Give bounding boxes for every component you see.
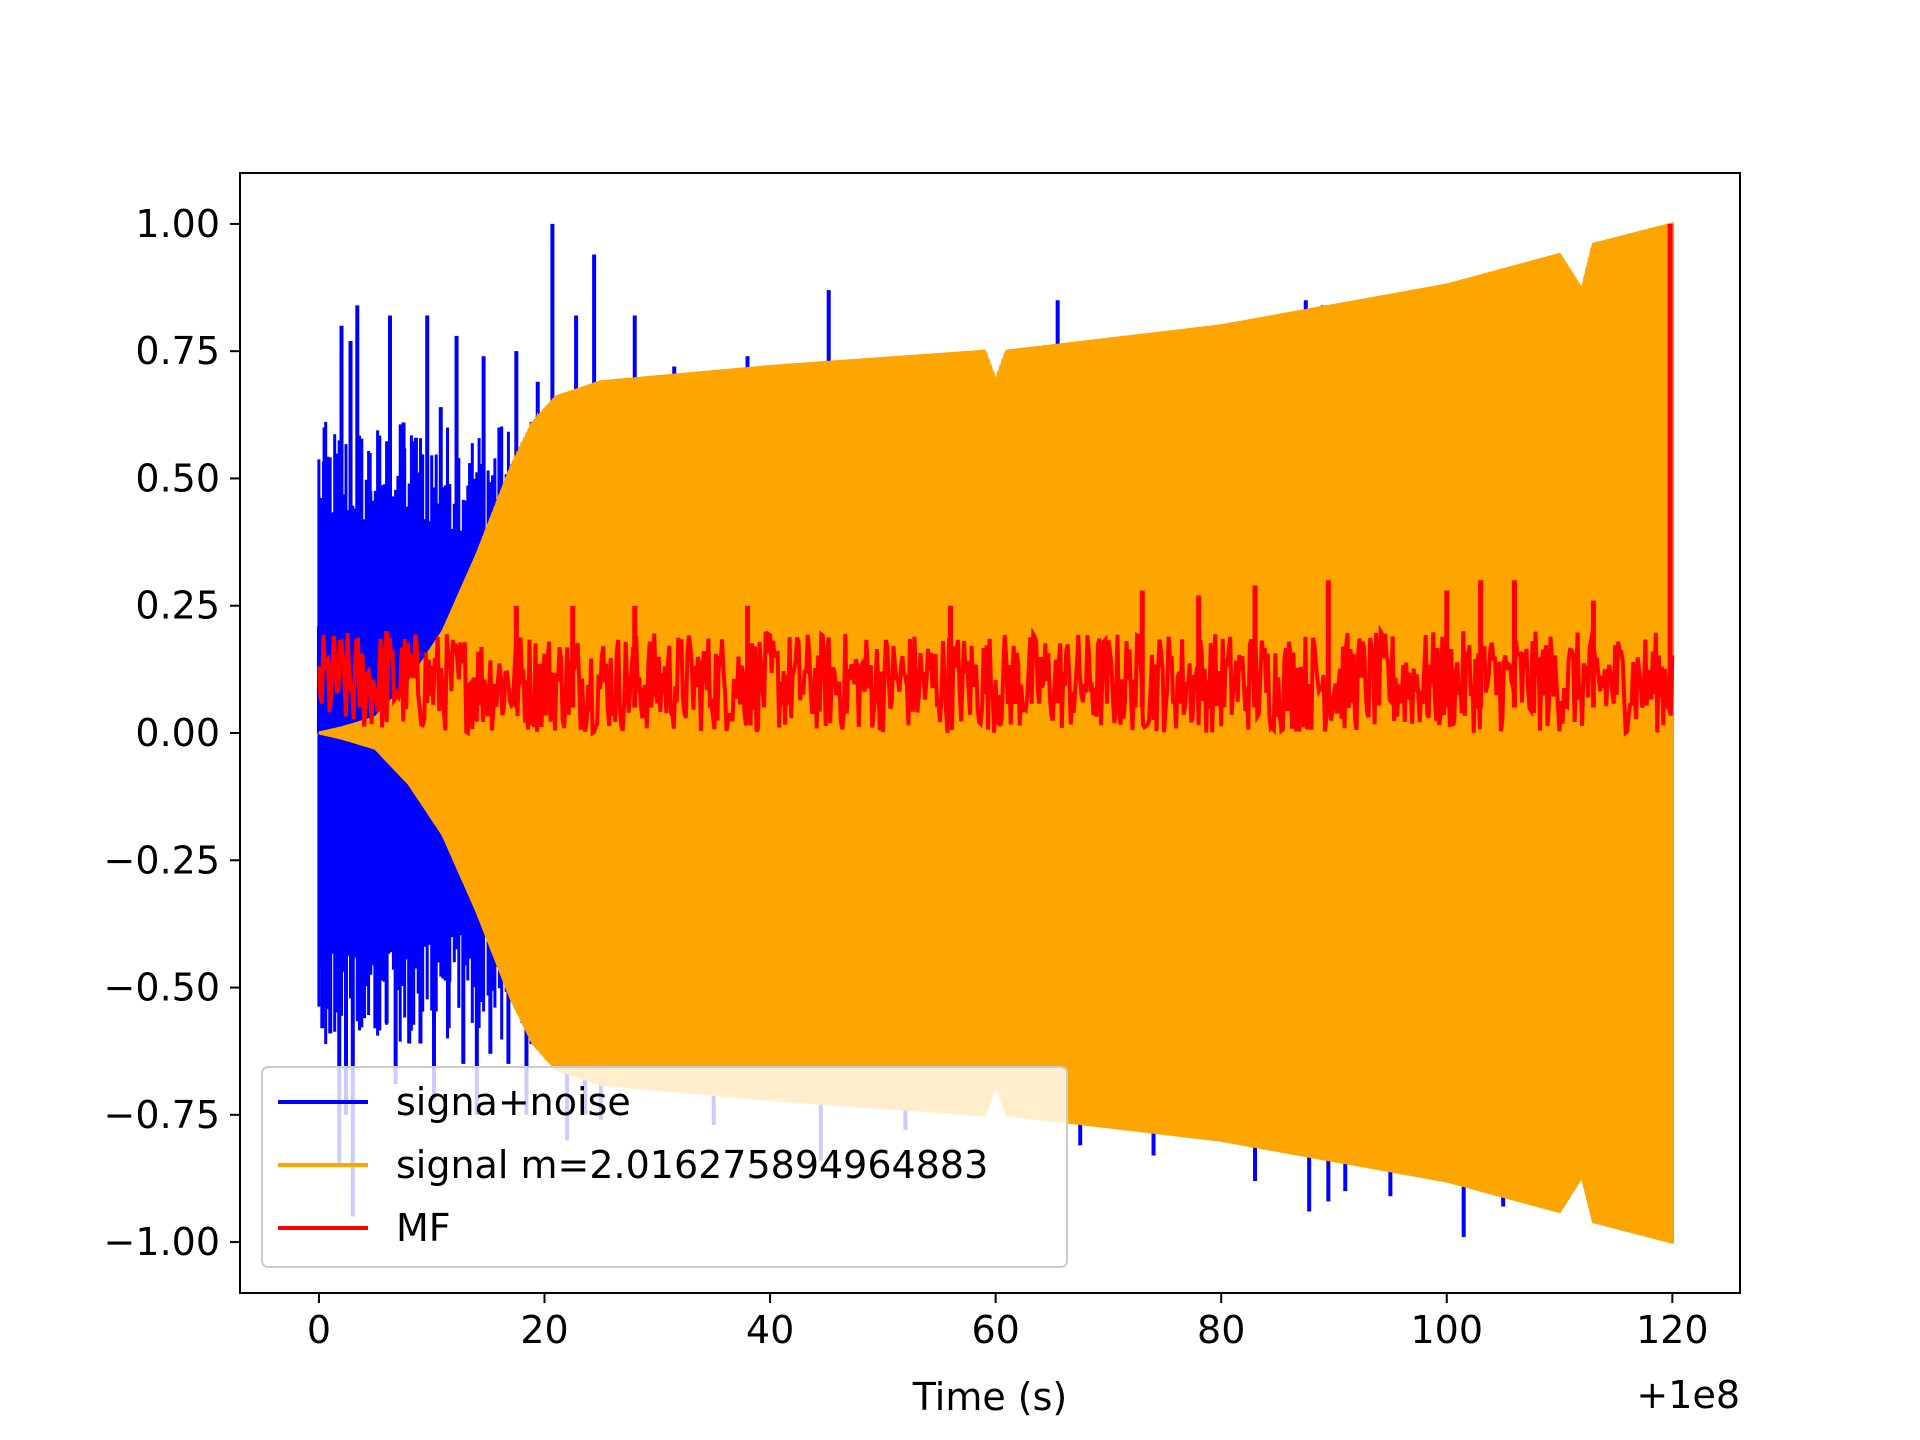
y-tick-label: 1.00: [135, 202, 220, 246]
x-tick-label: 40: [746, 1308, 794, 1352]
legend: signa+noise signal m=2.016275894964883 M…: [261, 1066, 1068, 1268]
plot-area: [316, 221, 1675, 1245]
x-tick-label: 60: [971, 1308, 1019, 1352]
y-tick-label: 0.25: [135, 584, 220, 628]
x-tick-label: 100: [1411, 1308, 1484, 1352]
y-tick-label: 0.75: [135, 329, 220, 373]
y-tick-label: −0.75: [104, 1093, 220, 1137]
x-tick-label: 120: [1636, 1308, 1709, 1352]
y-tick-label: 0.50: [135, 456, 220, 500]
y-axis: 1.00 0.75 0.50 0.25 0.00 −0.25 −0.50 −0.75 −1.00: [104, 202, 240, 1264]
y-tick-label: 0.00: [135, 711, 220, 755]
x-tick-label: 80: [1197, 1308, 1245, 1352]
series-mf: [316, 223, 1675, 738]
x-tick-label: 20: [520, 1308, 568, 1352]
legend-label-mf: MF: [396, 1206, 451, 1250]
legend-label-signal-noise: signa+noise: [396, 1080, 631, 1124]
y-tick-label: −1.00: [104, 1220, 220, 1264]
x-axis-offset-label: +1e8: [1636, 1373, 1740, 1417]
legend-box: [261, 1066, 1068, 1268]
y-tick-label: −0.50: [104, 966, 220, 1010]
signal-upper-edge: [318, 223, 1674, 735]
x-axis-label: Time (s): [912, 1375, 1068, 1419]
x-axis: 0 20 40 60 80 100 120: [307, 1293, 1709, 1352]
legend-label-signal: signal m=2.016275894964883: [396, 1143, 988, 1187]
y-tick-label: −0.25: [104, 838, 220, 882]
x-tick-label: 0: [307, 1308, 331, 1352]
